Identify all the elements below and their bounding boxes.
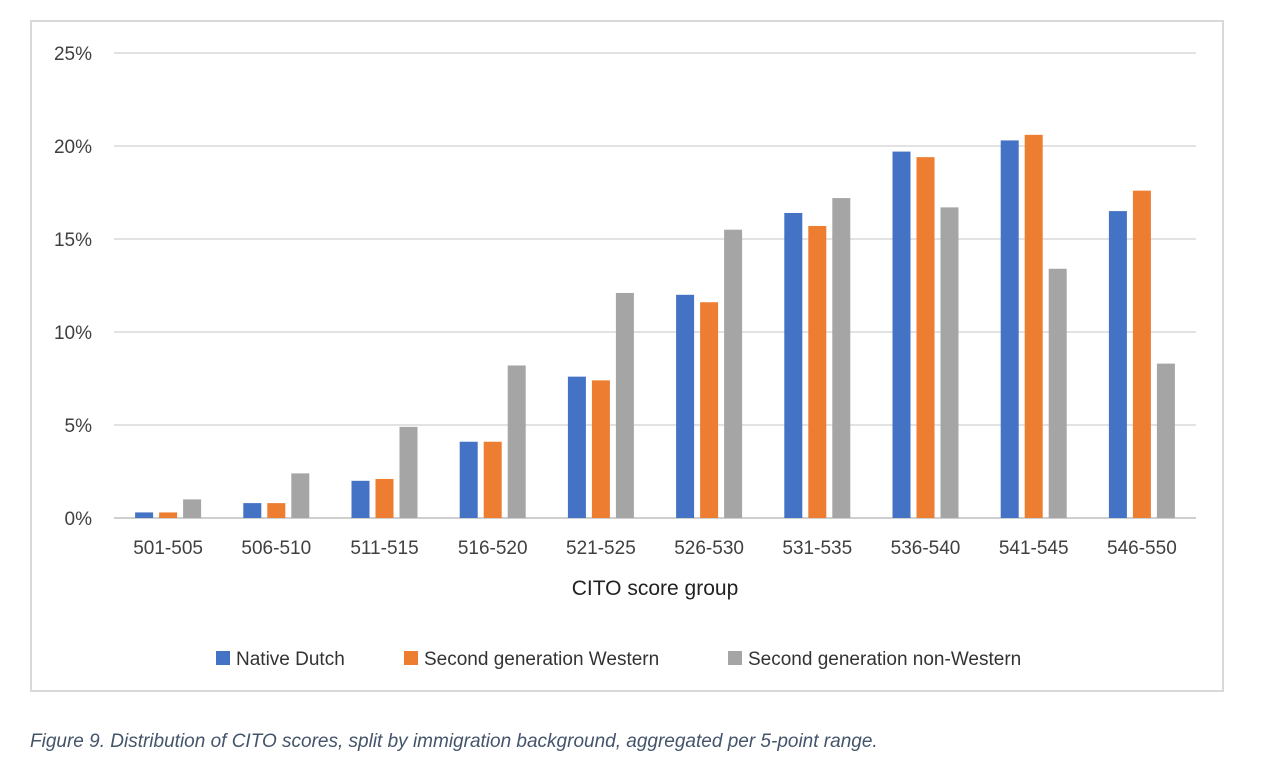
bar bbox=[243, 503, 262, 518]
x-tick-label: 506-510 bbox=[241, 538, 311, 559]
y-tick-label: 20% bbox=[54, 137, 92, 158]
bar bbox=[724, 229, 743, 518]
bar bbox=[459, 441, 478, 518]
y-tick-label: 25% bbox=[54, 44, 92, 65]
bar bbox=[351, 480, 370, 518]
bar bbox=[1024, 134, 1043, 518]
bar bbox=[507, 365, 526, 518]
bar bbox=[784, 212, 803, 518]
figure-caption: Figure 9. Distribution of CITO scores, s… bbox=[30, 731, 878, 752]
legend-label: Native Dutch bbox=[236, 649, 345, 670]
legend-swatch bbox=[216, 651, 230, 665]
bar bbox=[940, 207, 959, 518]
legend-swatch bbox=[728, 651, 742, 665]
bar bbox=[615, 292, 634, 518]
legend-swatch bbox=[404, 651, 418, 665]
bar bbox=[1048, 268, 1067, 518]
bar bbox=[916, 157, 935, 518]
bar bbox=[399, 426, 418, 518]
bar bbox=[183, 499, 202, 518]
x-tick-label: 526-530 bbox=[674, 538, 744, 559]
bar-chart: 0% 5% 10% 15% 20% 25% 501-505 506-510 511-515 516… bbox=[54, 44, 1196, 670]
x-tick-label: 521-525 bbox=[566, 538, 636, 559]
x-tick-label: 516-520 bbox=[458, 538, 528, 559]
y-tick-label: 5% bbox=[65, 416, 93, 437]
bar bbox=[1156, 363, 1175, 518]
legend-label: Second generation non-Western bbox=[748, 649, 1021, 670]
x-tick-label: 511-515 bbox=[350, 538, 418, 559]
legend-label: Second generation Western bbox=[424, 649, 659, 670]
x-tick-label: 546-550 bbox=[1107, 538, 1177, 559]
bar bbox=[892, 151, 911, 518]
x-tick-label: 531-535 bbox=[782, 538, 852, 559]
bar bbox=[676, 294, 695, 518]
x-tick-label: 501-505 bbox=[133, 538, 203, 559]
y-tick-label: 10% bbox=[54, 323, 92, 344]
bar bbox=[291, 473, 310, 518]
bar bbox=[1108, 211, 1127, 518]
bar bbox=[159, 512, 178, 518]
bar bbox=[483, 441, 502, 518]
bar bbox=[567, 376, 586, 518]
y-tick-label: 15% bbox=[54, 230, 92, 251]
x-tick-label: 541-545 bbox=[999, 538, 1069, 559]
bar bbox=[267, 503, 286, 518]
bar bbox=[1132, 190, 1151, 518]
bar bbox=[808, 225, 827, 519]
y-tick-label: 0% bbox=[65, 509, 93, 530]
x-axis-title: CITO score group bbox=[572, 577, 739, 600]
bar bbox=[591, 380, 610, 518]
bar bbox=[832, 198, 851, 518]
bar bbox=[375, 478, 394, 518]
bar bbox=[1000, 140, 1019, 519]
bar bbox=[135, 512, 154, 518]
chart-frame: 0% 5% 10% 15% 20% 25% 501-505 506-510 511-515 516… bbox=[30, 20, 1224, 692]
x-tick-label: 536-540 bbox=[891, 538, 961, 559]
bar bbox=[700, 302, 719, 518]
